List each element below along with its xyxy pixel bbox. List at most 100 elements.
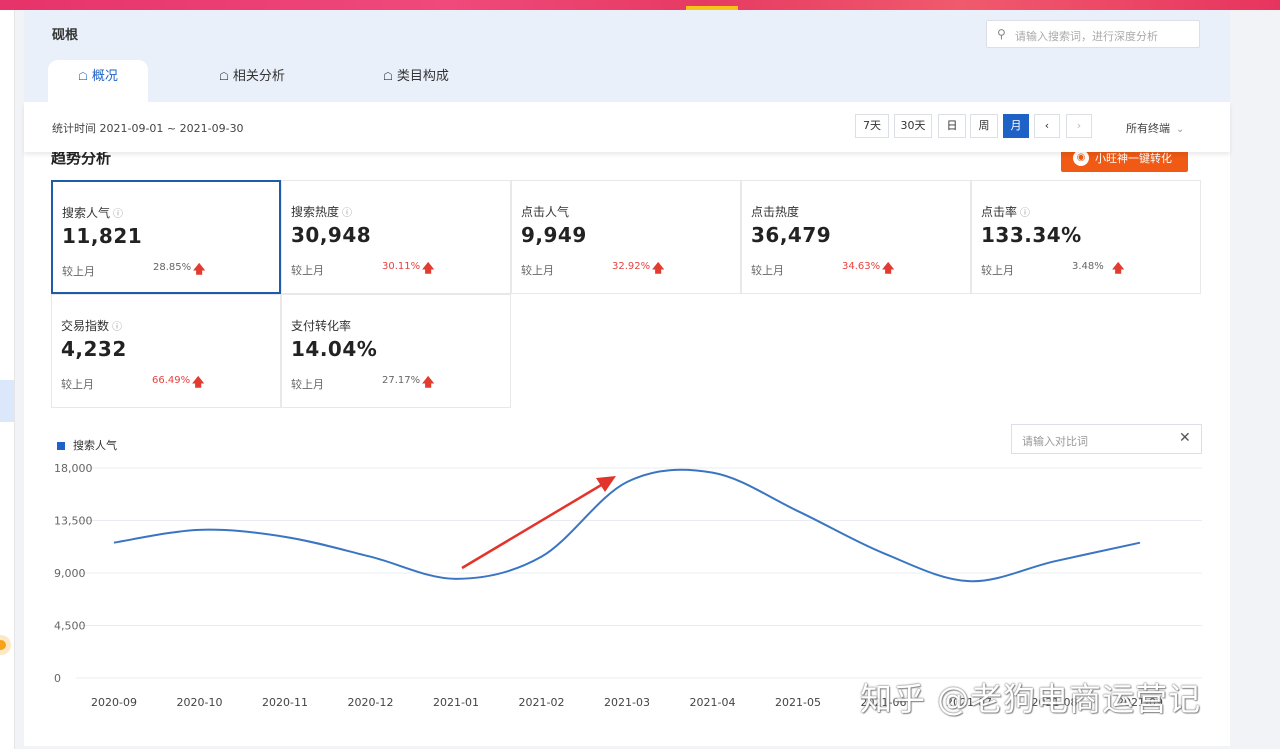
compare-label: 较上月 bbox=[62, 265, 95, 278]
metric-card-click-heat[interactable]: 点击热度 36,479 较上月 34.63% 🡅 bbox=[741, 180, 971, 294]
period-day-button[interactable]: 日 bbox=[938, 114, 966, 138]
logo-icon: ◉ bbox=[1073, 150, 1089, 166]
metric-value: 9,949 bbox=[521, 223, 587, 247]
period-7-days-button[interactable]: 7天 bbox=[855, 114, 889, 138]
x-tick-label: 2021-09 bbox=[1117, 696, 1163, 709]
floating-help-dot-icon[interactable] bbox=[0, 640, 6, 650]
arrow-up-icon: 🡅 bbox=[1112, 261, 1125, 275]
y-tick-label: 9,000 bbox=[54, 567, 86, 580]
y-tick-label: 4,500 bbox=[54, 620, 86, 633]
metric-label: 搜索热度 ⓘ bbox=[291, 205, 353, 219]
help-icon: ⓘ bbox=[342, 208, 353, 219]
chart-legend[interactable]: 搜索人气 bbox=[57, 437, 117, 453]
period-month-button[interactable]: 月 bbox=[1003, 114, 1029, 138]
metric-value: 4,232 bbox=[61, 337, 127, 361]
x-tick-label: 2021-07 bbox=[946, 696, 992, 709]
terminal-label: 所有终端 bbox=[1126, 122, 1170, 135]
compare-keyword-input[interactable]: 请输入对比词 ✕ bbox=[1011, 424, 1202, 454]
period-week-button[interactable]: 周 bbox=[970, 114, 998, 138]
metric-value: 36,479 bbox=[751, 223, 832, 247]
metric-card-search-heat[interactable]: 搜索热度 ⓘ 30,948 较上月 30.11% 🡅 bbox=[281, 180, 511, 294]
period-30-days-button[interactable]: 30天 bbox=[894, 114, 932, 138]
page-header: 砚根 ⚲ 请输入搜索词，进行深度分析 ☖ 概况 ☖ 相关分析 ☖ 类目构成 bbox=[24, 10, 1230, 102]
search-icon: ⚲ bbox=[997, 27, 1006, 41]
change-percent: 34.63% bbox=[842, 261, 881, 272]
compare-label: 较上月 bbox=[981, 264, 1014, 277]
chevron-down-icon: ⌄ bbox=[1176, 124, 1185, 135]
change-percent: 30.11% bbox=[382, 261, 421, 272]
x-tick-label: 2021-03 bbox=[604, 696, 650, 709]
legend-swatch bbox=[57, 442, 65, 450]
terminal-select[interactable]: 所有终端 ⌄ bbox=[1126, 120, 1184, 136]
compare-label: 较上月 bbox=[291, 264, 324, 277]
next-period-button[interactable]: › bbox=[1066, 114, 1092, 138]
annotation-arrow-shaft bbox=[461, 479, 609, 570]
x-tick-label: 2021-04 bbox=[690, 696, 736, 709]
date-range: 统计时间 2021-09-01 ~ 2021-09-30 bbox=[52, 122, 244, 135]
help-icon: ⓘ bbox=[112, 322, 123, 333]
arrow-up-icon: 🡅 bbox=[422, 261, 435, 275]
metric-value: 133.34% bbox=[981, 223, 1082, 247]
annotation-arrow-head bbox=[596, 476, 616, 492]
metric-card-click-rate[interactable]: 点击率 ⓘ 133.34% 较上月 3.48% 🡅 bbox=[971, 180, 1201, 294]
search-placeholder: 请输入搜索词，进行深度分析 bbox=[1015, 30, 1158, 43]
metric-cards: 搜索人气 ⓘ 11,821 较上月 28.85% 🡅 搜索热度 ⓘ 30,948 较… bbox=[51, 180, 1202, 410]
section-title: 趋势分析 bbox=[51, 149, 112, 167]
compare-label: 较上月 bbox=[61, 378, 94, 391]
compare-label: 较上月 bbox=[751, 264, 784, 277]
x-tick-label: 2021-06 bbox=[861, 696, 907, 709]
metric-card-trade-index[interactable]: 交易指数 ⓘ 4,232 较上月 66.49% 🡅 bbox=[51, 294, 281, 408]
x-tick-label: 2020-09 bbox=[91, 696, 137, 709]
change-percent: 3.48% bbox=[1072, 261, 1104, 272]
x-tick-label: 2020-10 bbox=[177, 696, 223, 709]
metric-label: 搜索人气 ⓘ bbox=[62, 206, 124, 220]
x-tick-label: 2021-01 bbox=[433, 696, 479, 709]
compare-label: 较上月 bbox=[521, 264, 554, 277]
tab-label: 相关分析 bbox=[232, 69, 285, 84]
sidebar-active-highlight[interactable] bbox=[0, 380, 14, 422]
metric-label: 点击率 ⓘ bbox=[981, 205, 1031, 219]
x-tick-label: 2020-11 bbox=[262, 696, 308, 709]
x-tick-label: 2021-05 bbox=[775, 696, 821, 709]
left-sidebar-strip bbox=[0, 10, 15, 749]
metric-value: 30,948 bbox=[291, 223, 372, 247]
metric-value: 11,821 bbox=[62, 224, 143, 248]
x-tick-label: 2021-08 bbox=[1032, 696, 1078, 709]
help-icon: ⓘ bbox=[1020, 208, 1031, 219]
bag-icon: ☖ bbox=[78, 70, 88, 83]
legend-label: 搜索人气 bbox=[73, 439, 117, 452]
y-tick-label: 18,000 bbox=[54, 462, 93, 475]
search-input[interactable]: ⚲ 请输入搜索词，进行深度分析 bbox=[986, 20, 1200, 48]
tab-overview[interactable]: ☖ 概况 bbox=[48, 60, 148, 102]
top-gradient-bar bbox=[0, 0, 1280, 10]
series-line-search-popularity bbox=[113, 468, 1141, 583]
watermark-text: 知乎 @老狗电商运营记 bbox=[860, 680, 1202, 718]
metric-label: 交易指数 ⓘ bbox=[61, 319, 123, 333]
change-percent: 66.49% bbox=[152, 375, 191, 386]
metric-card-pay-conversion[interactable]: 支付转化率 14.04% 较上月 27.17% 🡅 bbox=[281, 294, 511, 408]
y-tick-label: 0 bbox=[54, 672, 61, 685]
bag-icon: ☖ bbox=[383, 70, 393, 83]
arrow-up-icon: 🡅 bbox=[422, 375, 435, 389]
arrow-up-icon: 🡅 bbox=[192, 375, 205, 389]
tab-category-composition[interactable]: ☖ 类目构成 bbox=[366, 60, 466, 102]
trend-line-chart[interactable]: 0 4,500 9,000 13,500 18,000 2020-09 2020-10 202… bbox=[24, 442, 1230, 742]
change-percent: 27.17% bbox=[382, 375, 421, 386]
right-gutter bbox=[1232, 10, 1280, 749]
metric-card-search-popularity[interactable]: 搜索人气 ⓘ 11,821 较上月 28.85% 🡅 bbox=[51, 180, 281, 294]
prev-period-button[interactable]: ‹ bbox=[1034, 114, 1060, 138]
main-content: 趋势分析 ◉ 小旺神一键转化 搜索人气 ⓘ 11,821 较上月 28.85% 🡅… bbox=[24, 145, 1230, 746]
metric-value: 14.04% bbox=[291, 337, 378, 361]
metric-label: 点击人气 bbox=[521, 205, 570, 219]
bag-icon: ☖ bbox=[219, 70, 229, 83]
arrow-up-icon: 🡅 bbox=[193, 262, 206, 276]
arrow-up-icon: 🡅 bbox=[652, 261, 665, 275]
tab-label: 类目构成 bbox=[396, 69, 449, 84]
tab-related-analysis[interactable]: ☖ 相关分析 bbox=[202, 60, 302, 102]
metric-card-click-popularity[interactable]: 点击人气 9,949 较上月 32.92% 🡅 bbox=[511, 180, 741, 294]
close-icon[interactable]: ✕ bbox=[1179, 430, 1191, 446]
arrow-up-icon: 🡅 bbox=[882, 261, 895, 275]
compare-placeholder: 请输入对比词 bbox=[1022, 435, 1088, 448]
change-percent: 28.85% bbox=[153, 262, 192, 273]
compare-label: 较上月 bbox=[291, 378, 324, 391]
